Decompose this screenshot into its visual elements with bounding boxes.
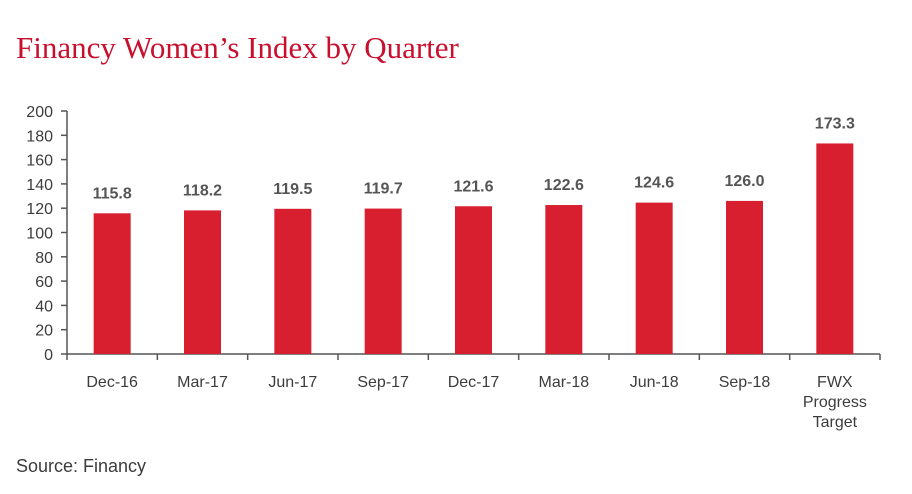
category-label: Mar-18	[538, 374, 589, 391]
chart-title: Financy Women’s Index by Quarter	[16, 30, 459, 65]
category-label-group: Dec-16 Mar-17 Jun-17 Sep-17 Dec-17 Mar-18 Jun-…	[86, 374, 866, 431]
bar	[816, 143, 854, 354]
y-tick-label: 60	[35, 274, 53, 291]
y-tick-label: 120	[26, 201, 53, 218]
category-label: Mar-17	[177, 374, 228, 391]
bar-group	[93, 143, 854, 354]
bar	[93, 213, 131, 354]
y-tick-label: 20	[35, 323, 53, 340]
y-tick-label: 160	[26, 153, 53, 170]
y-tick-group: 0 20 40 60 80 100 120 140 160 180 200	[26, 104, 67, 364]
category-label: FWX Progress Target	[803, 374, 867, 431]
y-tick-label: 180	[26, 128, 53, 145]
bar	[455, 206, 492, 354]
category-label: Sep-17	[357, 374, 409, 391]
bar	[635, 202, 673, 354]
category-label: Sep-18	[719, 374, 771, 391]
source-note: Source: Financy	[16, 456, 147, 476]
bar	[364, 208, 402, 354]
data-label: 126.0	[724, 173, 764, 190]
category-label: Jun-17	[268, 374, 317, 391]
data-label-group: 115.8 118.2 119.5 119.7 121.6 122.6 124.6 126.0…	[93, 115, 855, 202]
bar	[726, 200, 763, 354]
x-tick-group	[66, 354, 881, 360]
data-label: 119.5	[273, 181, 312, 198]
y-tick-label: 0	[44, 347, 53, 364]
data-label: 115.8	[93, 185, 132, 202]
bar	[545, 205, 583, 354]
category-label: Dec-17	[448, 374, 500, 391]
y-tick-label: 100	[26, 226, 53, 243]
data-label: 173.3	[815, 115, 855, 132]
bar	[184, 210, 221, 354]
y-tick-label: 140	[26, 177, 53, 194]
data-label: 119.7	[364, 181, 403, 198]
y-tick-label: 40	[35, 298, 53, 315]
y-tick-label: 200	[26, 104, 53, 121]
data-label: 122.6	[544, 177, 584, 194]
data-label: 121.6	[453, 178, 493, 195]
bar	[274, 208, 312, 354]
data-label: 118.2	[183, 182, 222, 199]
data-label: 124.6	[634, 175, 674, 192]
y-tick-label: 80	[35, 250, 53, 267]
category-label: Dec-16	[86, 374, 138, 391]
category-label: Jun-18	[630, 374, 679, 391]
